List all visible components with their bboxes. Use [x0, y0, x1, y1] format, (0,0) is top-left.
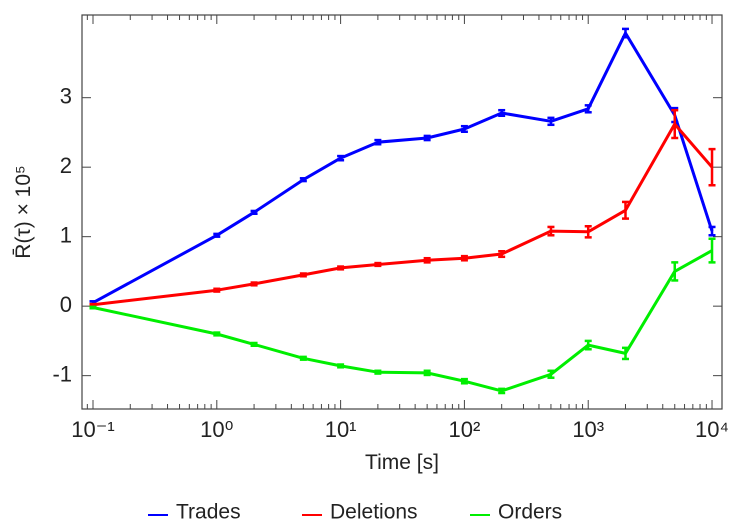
- error-bar: [498, 108, 506, 118]
- error-bar: [213, 232, 221, 238]
- error-bar: [250, 341, 258, 348]
- error-bar: [250, 281, 258, 287]
- x-tick-label: 10³: [572, 417, 604, 442]
- x-axis-label: Time [s]: [365, 451, 439, 474]
- error-bar: [89, 302, 97, 307]
- error-bar: [423, 369, 431, 377]
- series-line: [92, 122, 714, 307]
- error-bar: [89, 305, 97, 310]
- error-bar: [671, 108, 679, 140]
- error-bar: [708, 237, 716, 264]
- error-bar: [498, 387, 506, 395]
- y-tick-label: -1: [52, 361, 72, 386]
- y-tick-label: 0: [60, 292, 72, 317]
- error-bar: [374, 369, 382, 375]
- x-tick-label: 10¹: [325, 417, 357, 442]
- error-bar: [708, 147, 716, 187]
- y-tick-label: 2: [60, 153, 72, 178]
- error-bar: [621, 27, 629, 39]
- error-bar: [299, 272, 307, 278]
- error-bar: [337, 154, 345, 162]
- y-axis-label: R̄(τ) × 10⁵: [12, 165, 35, 258]
- x-tick-label: 10⁰: [200, 417, 233, 442]
- plot-frame: [81, 14, 723, 410]
- error-bar: [584, 104, 592, 114]
- x-tick-label: 10⁴: [695, 417, 729, 442]
- series-line: [92, 249, 713, 393]
- error-bar: [423, 256, 431, 264]
- error-bar: [337, 363, 345, 369]
- error-bar: [374, 138, 382, 146]
- error-bar: [213, 331, 221, 337]
- error-bar: [299, 177, 307, 183]
- error-bar: [250, 209, 258, 215]
- error-bar: [460, 124, 468, 133]
- error-bar: [374, 261, 382, 268]
- error-bar: [547, 225, 555, 237]
- error-bar: [671, 261, 679, 282]
- error-bar: [584, 224, 592, 239]
- x-tick-label: 10²: [449, 417, 481, 442]
- error-bar: [584, 339, 592, 351]
- error-bar: [498, 250, 506, 259]
- series-line: [92, 31, 714, 305]
- x-tick-label: 10⁻¹: [71, 417, 114, 442]
- legend-label: Orders: [498, 501, 562, 524]
- error-bar: [708, 225, 716, 237]
- error-bar: [621, 200, 629, 220]
- error-bar: [423, 134, 431, 142]
- error-bar: [337, 265, 345, 271]
- legend-label: Deletions: [330, 501, 418, 524]
- error-bar: [621, 346, 629, 361]
- error-bar: [460, 254, 468, 262]
- legend-label: Trades: [176, 501, 241, 524]
- error-bar: [547, 116, 555, 127]
- error-bar: [299, 355, 307, 361]
- error-bar: [213, 287, 221, 293]
- error-bar: [460, 377, 468, 385]
- error-bar: [547, 369, 555, 379]
- y-tick-label: 3: [60, 84, 72, 109]
- y-tick-label: 1: [60, 222, 72, 247]
